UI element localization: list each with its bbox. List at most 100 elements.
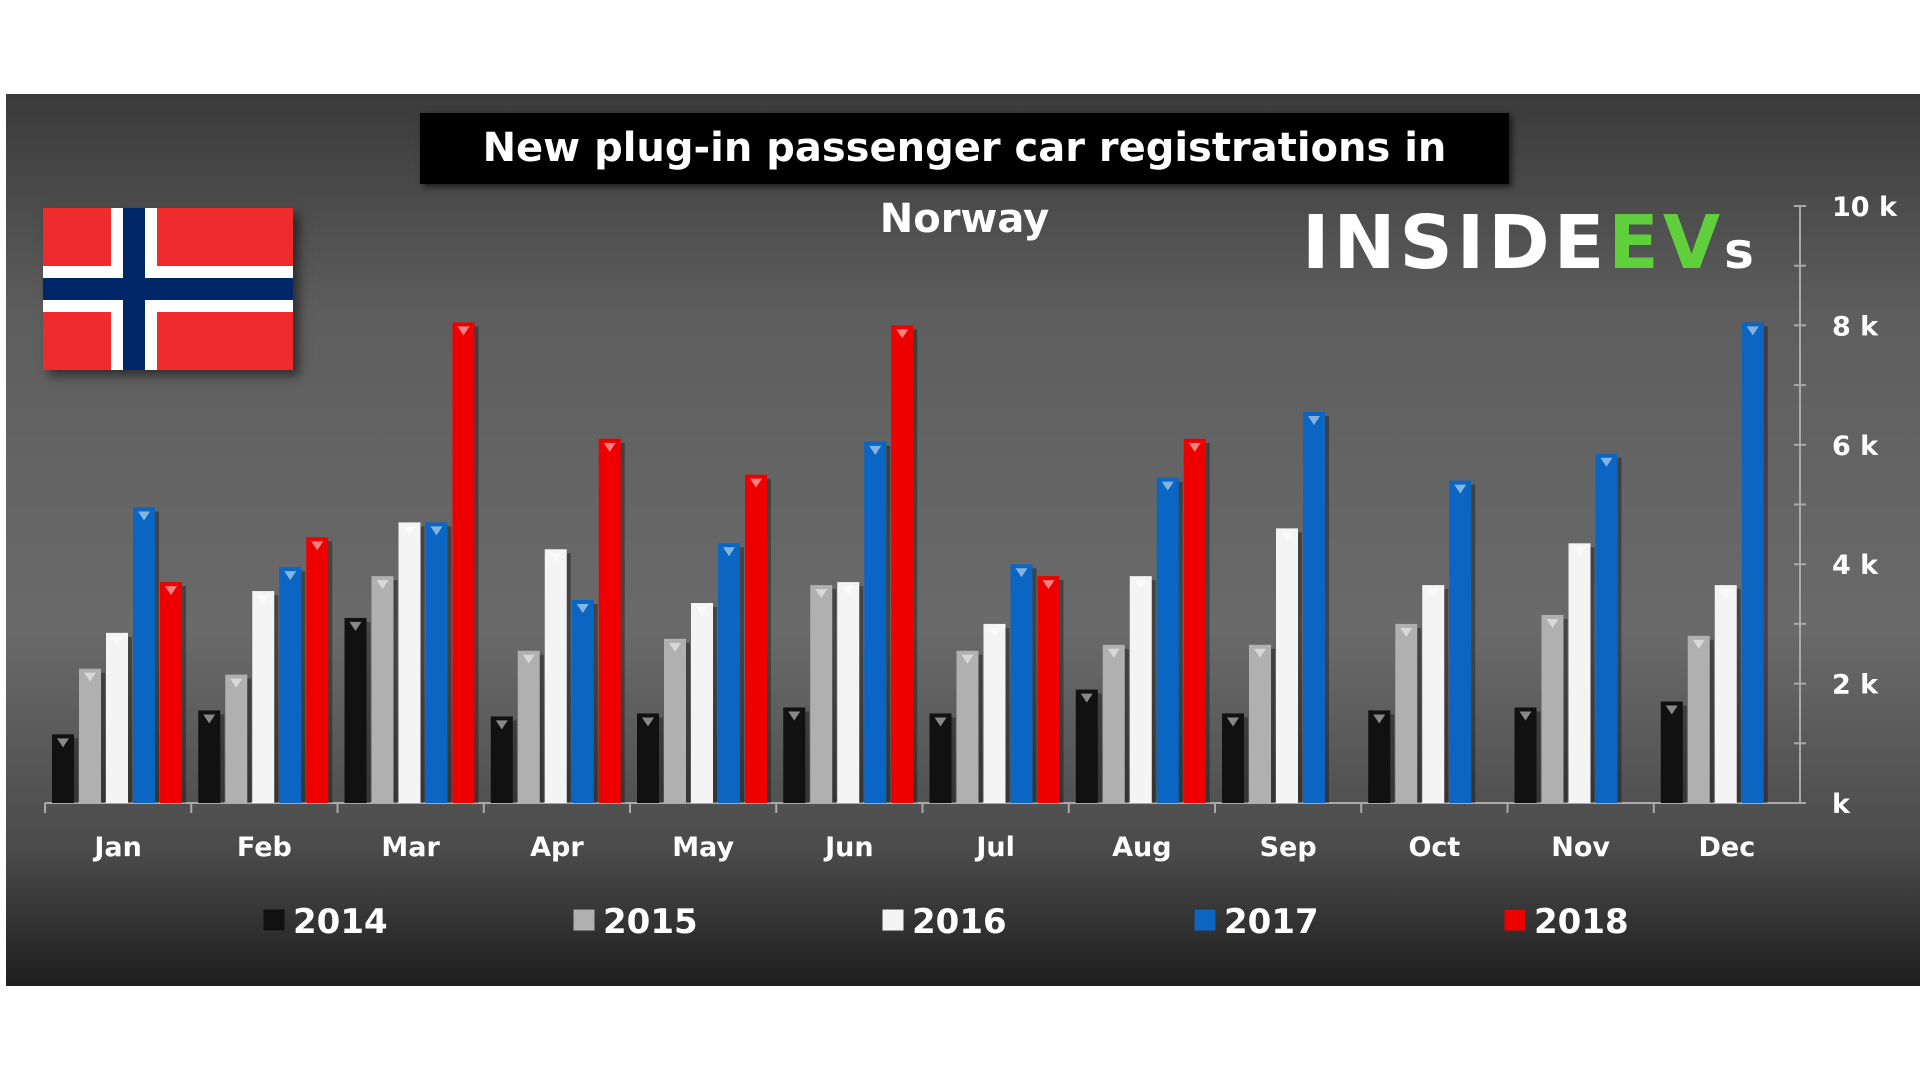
bar-2015-Jul [956,650,979,803]
legend-swatch-2015 [572,908,596,932]
bar-cap [57,738,69,748]
legend-label-2017: 2017 [1224,902,1319,942]
bar-2017-Aug [1156,477,1179,803]
bar-2018-Mar [452,322,475,803]
x-tick-label: Jan [92,832,142,863]
bar-2016-Aug [1129,576,1152,803]
bar-cap [750,478,762,488]
bar-2016-Oct [1422,585,1445,803]
bar-cap [1400,627,1413,637]
x-tick-label: Jul [974,832,1015,863]
bar-cap [230,678,243,688]
bar-2017-May [718,543,740,803]
bar-2017-Jul [1010,564,1033,803]
bar-2014-Jun [783,707,806,803]
bar-cap [1692,639,1705,649]
bar-cap [1107,648,1120,658]
x-tick-label: Dec [1699,832,1756,863]
bar-2015-May [664,638,686,803]
x-tick-label: Apr [530,832,584,863]
bar-cap [1573,547,1586,557]
bar-cap [549,553,562,563]
x-tick-label: Oct [1408,832,1460,863]
bar-2015-Jan [79,668,101,803]
bar-cap [603,442,616,452]
bar-2014-Jan [52,734,74,803]
bar-cap [1600,457,1613,467]
bar-2015-Sep [1249,644,1271,803]
bar-cap [165,586,177,596]
y-tick-label: 4 k [1832,550,1879,581]
legend-label-2014: 2014 [293,902,388,942]
legend-swatch-2017 [1193,908,1217,932]
bar-2017-Dec [1741,322,1764,803]
bar-2016-Nov [1568,543,1591,803]
bar-cap [1254,648,1266,658]
bar-cap [934,717,947,727]
bar-cap [203,714,216,724]
bar-cap [1519,711,1532,721]
bar-2014-Aug [1075,689,1098,803]
bar-cap [642,717,654,727]
bar-cap [896,329,909,339]
bar-cap [284,571,297,581]
bar-cap [961,654,974,664]
bar-cap [696,607,708,617]
bar-2016-May [691,603,713,803]
bar-2015-Mar [371,576,394,803]
bar-2018-Apr [598,438,621,803]
y-tick-label: 6 k [1832,431,1879,462]
bar-cap [669,642,681,652]
bar-2018-Jan [160,582,182,803]
bar-2017-Feb [279,567,302,803]
bar-2015-Dec [1687,635,1710,803]
bar-cap [869,445,882,455]
y-tick-label: k [1832,789,1851,820]
bar-cap [1227,717,1239,727]
bar-2014-Oct [1368,710,1391,803]
bar-cap [1161,481,1174,491]
bar-2014-Nov [1514,707,1537,803]
bar-2015-Apr [517,650,540,803]
bar-2014-May [637,713,659,803]
bar-cap [1188,442,1201,452]
bar-cap [311,541,324,551]
bar-cap [723,547,735,557]
bar-2016-Feb [252,591,275,803]
bar-cap [84,672,96,682]
bar-2015-Aug [1102,644,1125,803]
bar-cap [111,636,123,646]
chart-title: New plug-in passenger car registrations … [420,113,1509,242]
bar-2014-Mar [344,617,367,803]
legend-swatch-2016 [881,908,905,932]
bar-cap [988,627,1001,637]
bar-2017-Oct [1449,480,1472,803]
bar-2014-Feb [198,710,221,803]
bar-2014-Sep [1222,713,1244,803]
bar-2018-Jul [1037,576,1060,803]
legend-swatch-2014 [262,908,286,932]
legend-swatch-2018 [1503,908,1527,932]
bar-cap [457,326,470,336]
norway-flag-icon [43,208,293,370]
bar-cap [788,711,801,721]
bar-2016-Jan [106,632,128,803]
bar-cap [1042,580,1055,590]
y-tick-label: 2 k [1832,670,1879,701]
bar-2014-Apr [490,716,513,803]
bar-cap [403,526,416,536]
bar-2017-Sep [1303,411,1325,803]
bar-cap [1427,589,1440,599]
bar-2017-Apr [571,600,594,803]
x-tick-label: Feb [237,832,292,863]
insideevs-logo: INSIDEEVs [1302,200,1758,286]
x-tick-label: Nov [1551,832,1610,863]
bar-cap [1746,326,1759,336]
bar-2016-Jul [983,623,1006,803]
bar-2018-May [745,474,767,803]
bar-2015-Feb [225,674,248,803]
bar-cap [1454,484,1467,494]
bar-cap [430,526,443,536]
bar-cap [1719,589,1732,599]
bar-2018-Jun [891,325,914,803]
